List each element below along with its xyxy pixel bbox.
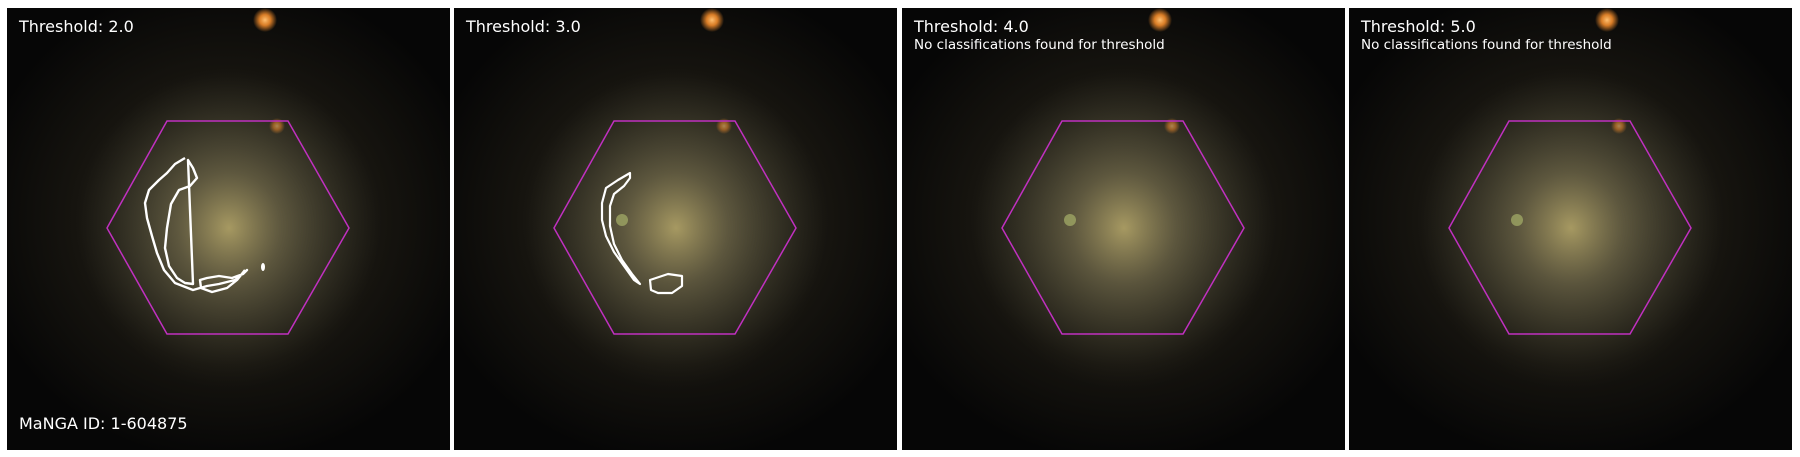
foreground-star: [1511, 214, 1523, 226]
no-classification-note: No classifications found for threshold: [914, 37, 1165, 53]
foreground-star: [1064, 214, 1076, 226]
contour-wide: [143, 156, 265, 294]
threshold-label: Threshold: 2.0: [19, 17, 134, 36]
foreground-star: [716, 118, 732, 134]
foreground-star: [269, 118, 285, 134]
galaxy-glow: [1421, 68, 1721, 388]
galaxy-panel-threshold-2: Threshold: 2.0 MaNGA ID: 1-604875: [7, 8, 450, 450]
contour-narrow: [600, 171, 684, 295]
threshold-label: Threshold: 3.0: [466, 17, 581, 36]
galaxy-panel-threshold-4: Threshold: 4.0 No classifications found …: [902, 8, 1345, 450]
foreground-star: [1148, 8, 1172, 32]
galaxy-image: [974, 8, 1274, 388]
foreground-star: [1611, 118, 1627, 134]
ifu-hexagon: [106, 120, 350, 335]
no-classification-note: No classifications found for threshold: [1361, 37, 1612, 53]
threshold-label: Threshold: 4.0: [914, 17, 1029, 36]
foreground-star: [616, 214, 628, 226]
foreground-star: [253, 8, 277, 32]
galaxy-glow: [974, 68, 1274, 388]
ifu-hexagon: [553, 120, 797, 335]
galaxy-glow: [526, 68, 826, 388]
galaxy-image: [79, 8, 379, 388]
foreground-star: [1595, 8, 1619, 32]
foreground-star: [700, 8, 724, 32]
galaxy-panel-threshold-5: Threshold: 5.0 No classifications found …: [1349, 8, 1792, 450]
galaxy-image: [526, 8, 826, 388]
foreground-star: [1164, 118, 1180, 134]
ifu-hexagon: [1448, 120, 1692, 335]
manga-id-label: MaNGA ID: 1-604875: [19, 414, 188, 433]
galaxy-panel-threshold-3: Threshold: 3.0: [454, 8, 897, 450]
galaxy-image: [1421, 8, 1721, 388]
ifu-hexagon: [1001, 120, 1245, 335]
galaxy-glow: [79, 68, 379, 388]
threshold-label: Threshold: 5.0: [1361, 17, 1476, 36]
